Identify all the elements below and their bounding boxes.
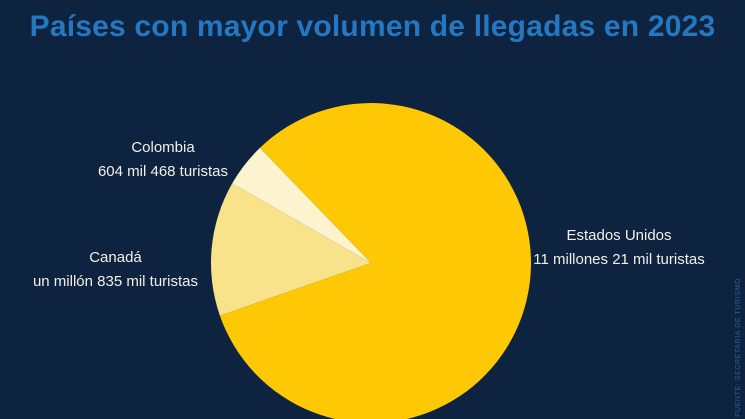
label-colombia: Colombia 604 mil 468 turistas — [38, 136, 288, 184]
source-credit: FUENTE: SECRETARÍA DE TURISMO — [735, 278, 742, 417]
pie-slice-colombia — [232, 147, 371, 263]
colombia-country-name: Colombia — [131, 139, 195, 156]
estados-unidos-tourist-count: 11 millones 21 mil turistas — [533, 251, 705, 268]
chart-title: Países con mayor volumen de llegadas en … — [29, 10, 716, 43]
label-canada: Canadá un millón 835 mil turistas — [0, 246, 231, 294]
label-estados-unidos: Estados Unidos 11 millones 21 mil turist… — [494, 224, 744, 272]
canada-country-name: Canadá — [89, 249, 142, 266]
colombia-tourist-count: 604 mil 468 turistas — [97, 163, 229, 180]
estados-unidos-country-name: Estados Unidos — [566, 227, 672, 244]
pie-slice-canada — [210, 183, 371, 316]
pie-slice-estados-unidos — [219, 103, 531, 419]
canada-tourist-count: un millón 835 mil turistas — [32, 273, 199, 290]
